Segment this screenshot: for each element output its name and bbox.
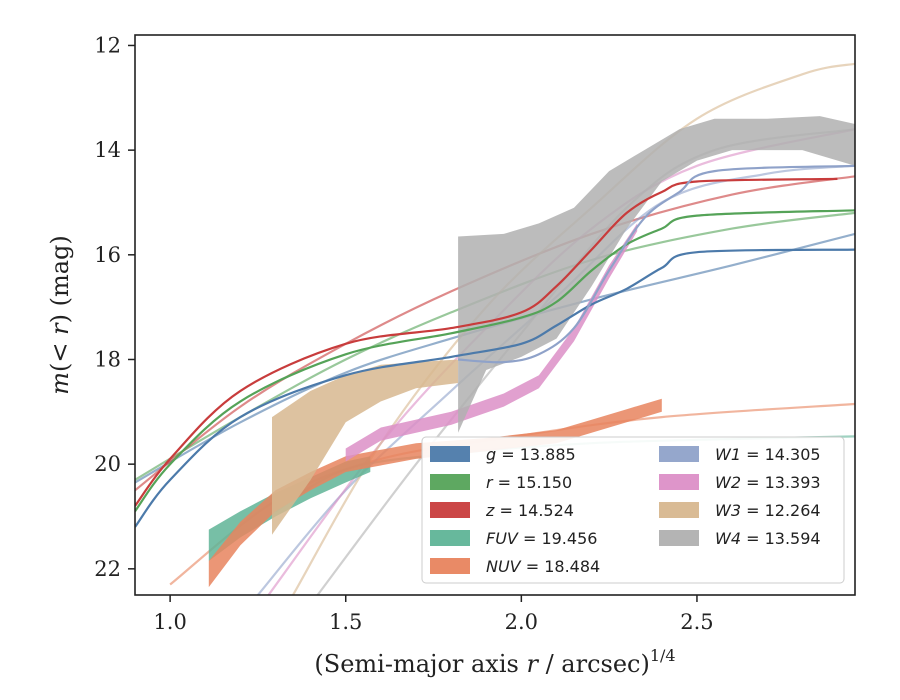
legend-item-g: g = 13.885 [430, 445, 576, 464]
x-axis-label: (Semi-major axis r / arcsec)1/4 [314, 646, 675, 678]
y-tick-label: 12 [94, 33, 121, 57]
legend-label: W4 = 13.594 [715, 529, 821, 548]
legend-item-w2: W2 = 13.393 [659, 473, 821, 492]
y-tick-label: 14 [94, 138, 121, 162]
x-tick-label: 2.0 [505, 610, 538, 634]
y-tick-label: 16 [94, 243, 121, 267]
profile-line-z [135, 177, 838, 507]
x-tick-label: 2.5 [680, 610, 713, 634]
legend-item-w3: W3 = 12.264 [659, 501, 821, 520]
legend-swatch [430, 474, 470, 490]
y-tick-label: 18 [94, 347, 121, 371]
band-w4 [458, 116, 855, 433]
legend-swatch [659, 474, 699, 490]
plot-frame [134, 34, 856, 596]
x-tick-label: 1.5 [329, 610, 362, 634]
y-axis-label: m(< r) (mag) [46, 235, 74, 395]
band-w3 [272, 359, 459, 535]
legend-label: NUV = 18.484 [486, 557, 600, 576]
legend-box [421, 436, 845, 584]
legend-item-nuv: NUV = 18.484 [430, 557, 600, 576]
legend-label: FUV = 19.456 [486, 529, 597, 548]
legend-label: g = 13.885 [486, 445, 576, 464]
legend-item-w4: W4 = 13.594 [659, 529, 821, 548]
profile-line-r [135, 209, 855, 512]
y-tick-label: 22 [94, 557, 121, 581]
y-tick-label: 20 [94, 452, 121, 476]
legend-swatch [430, 446, 470, 462]
legend: g = 13.885 r = 15.150 z = 14.524 FUV = 19.4… [421, 436, 845, 584]
axes: 1.0 1.5 2.0 2.5 12 14 16 18 20 22 [94, 33, 713, 634]
plot-area [135, 62, 855, 595]
legend-item-z: z = 14.524 [430, 501, 574, 520]
legend-item-r: r = 15.150 [430, 473, 572, 492]
legend-swatch [659, 446, 699, 462]
profile-line-w1 [458, 164, 855, 364]
legend-item-fuv: FUV = 19.456 [430, 529, 597, 548]
legend-swatch [430, 558, 470, 574]
legend-item-w1: W1 = 14.305 [659, 445, 821, 464]
model-curve-z [135, 175, 855, 492]
band-w2 [345, 223, 638, 462]
legend-label: r = 15.150 [486, 473, 572, 492]
legend-label: W1 = 14.305 [715, 445, 821, 464]
legend-label: W3 = 12.264 [715, 501, 821, 520]
x-tick-label: 1.0 [153, 610, 186, 634]
profile-line-g [135, 248, 855, 528]
legend-label: W2 = 13.393 [715, 473, 821, 492]
legend-swatch [659, 502, 699, 518]
legend-label: z = 14.524 [485, 501, 574, 520]
legend-swatch [659, 530, 699, 546]
legend-swatch [430, 530, 470, 546]
legend-swatch [430, 502, 470, 518]
